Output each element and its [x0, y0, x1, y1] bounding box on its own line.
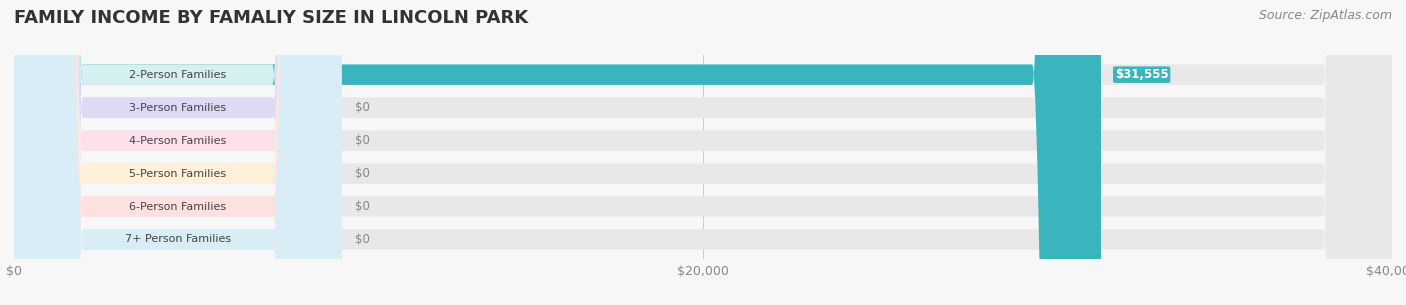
FancyBboxPatch shape [14, 0, 1392, 305]
FancyBboxPatch shape [14, 0, 1392, 305]
Text: 4-Person Families: 4-Person Families [129, 136, 226, 145]
FancyBboxPatch shape [14, 0, 342, 305]
FancyBboxPatch shape [14, 0, 1392, 305]
FancyBboxPatch shape [14, 0, 342, 305]
Text: $0: $0 [356, 200, 370, 213]
FancyBboxPatch shape [14, 0, 342, 305]
Text: 2-Person Families: 2-Person Families [129, 70, 226, 80]
FancyBboxPatch shape [14, 0, 1392, 305]
Text: $0: $0 [356, 134, 370, 147]
FancyBboxPatch shape [14, 0, 1392, 305]
Text: Source: ZipAtlas.com: Source: ZipAtlas.com [1258, 9, 1392, 22]
FancyBboxPatch shape [14, 0, 1101, 305]
Text: 5-Person Families: 5-Person Families [129, 169, 226, 178]
Text: 7+ Person Families: 7+ Person Families [125, 235, 231, 245]
Text: $0: $0 [356, 233, 370, 246]
Text: $31,555: $31,555 [1115, 68, 1168, 81]
Text: 3-Person Families: 3-Person Families [129, 103, 226, 113]
FancyBboxPatch shape [14, 0, 1392, 305]
Text: 6-Person Families: 6-Person Families [129, 202, 226, 211]
Text: $0: $0 [356, 101, 370, 114]
FancyBboxPatch shape [14, 0, 342, 305]
FancyBboxPatch shape [14, 0, 342, 305]
Text: FAMILY INCOME BY FAMALIY SIZE IN LINCOLN PARK: FAMILY INCOME BY FAMALIY SIZE IN LINCOLN… [14, 9, 529, 27]
FancyBboxPatch shape [14, 0, 342, 305]
Text: $0: $0 [356, 167, 370, 180]
